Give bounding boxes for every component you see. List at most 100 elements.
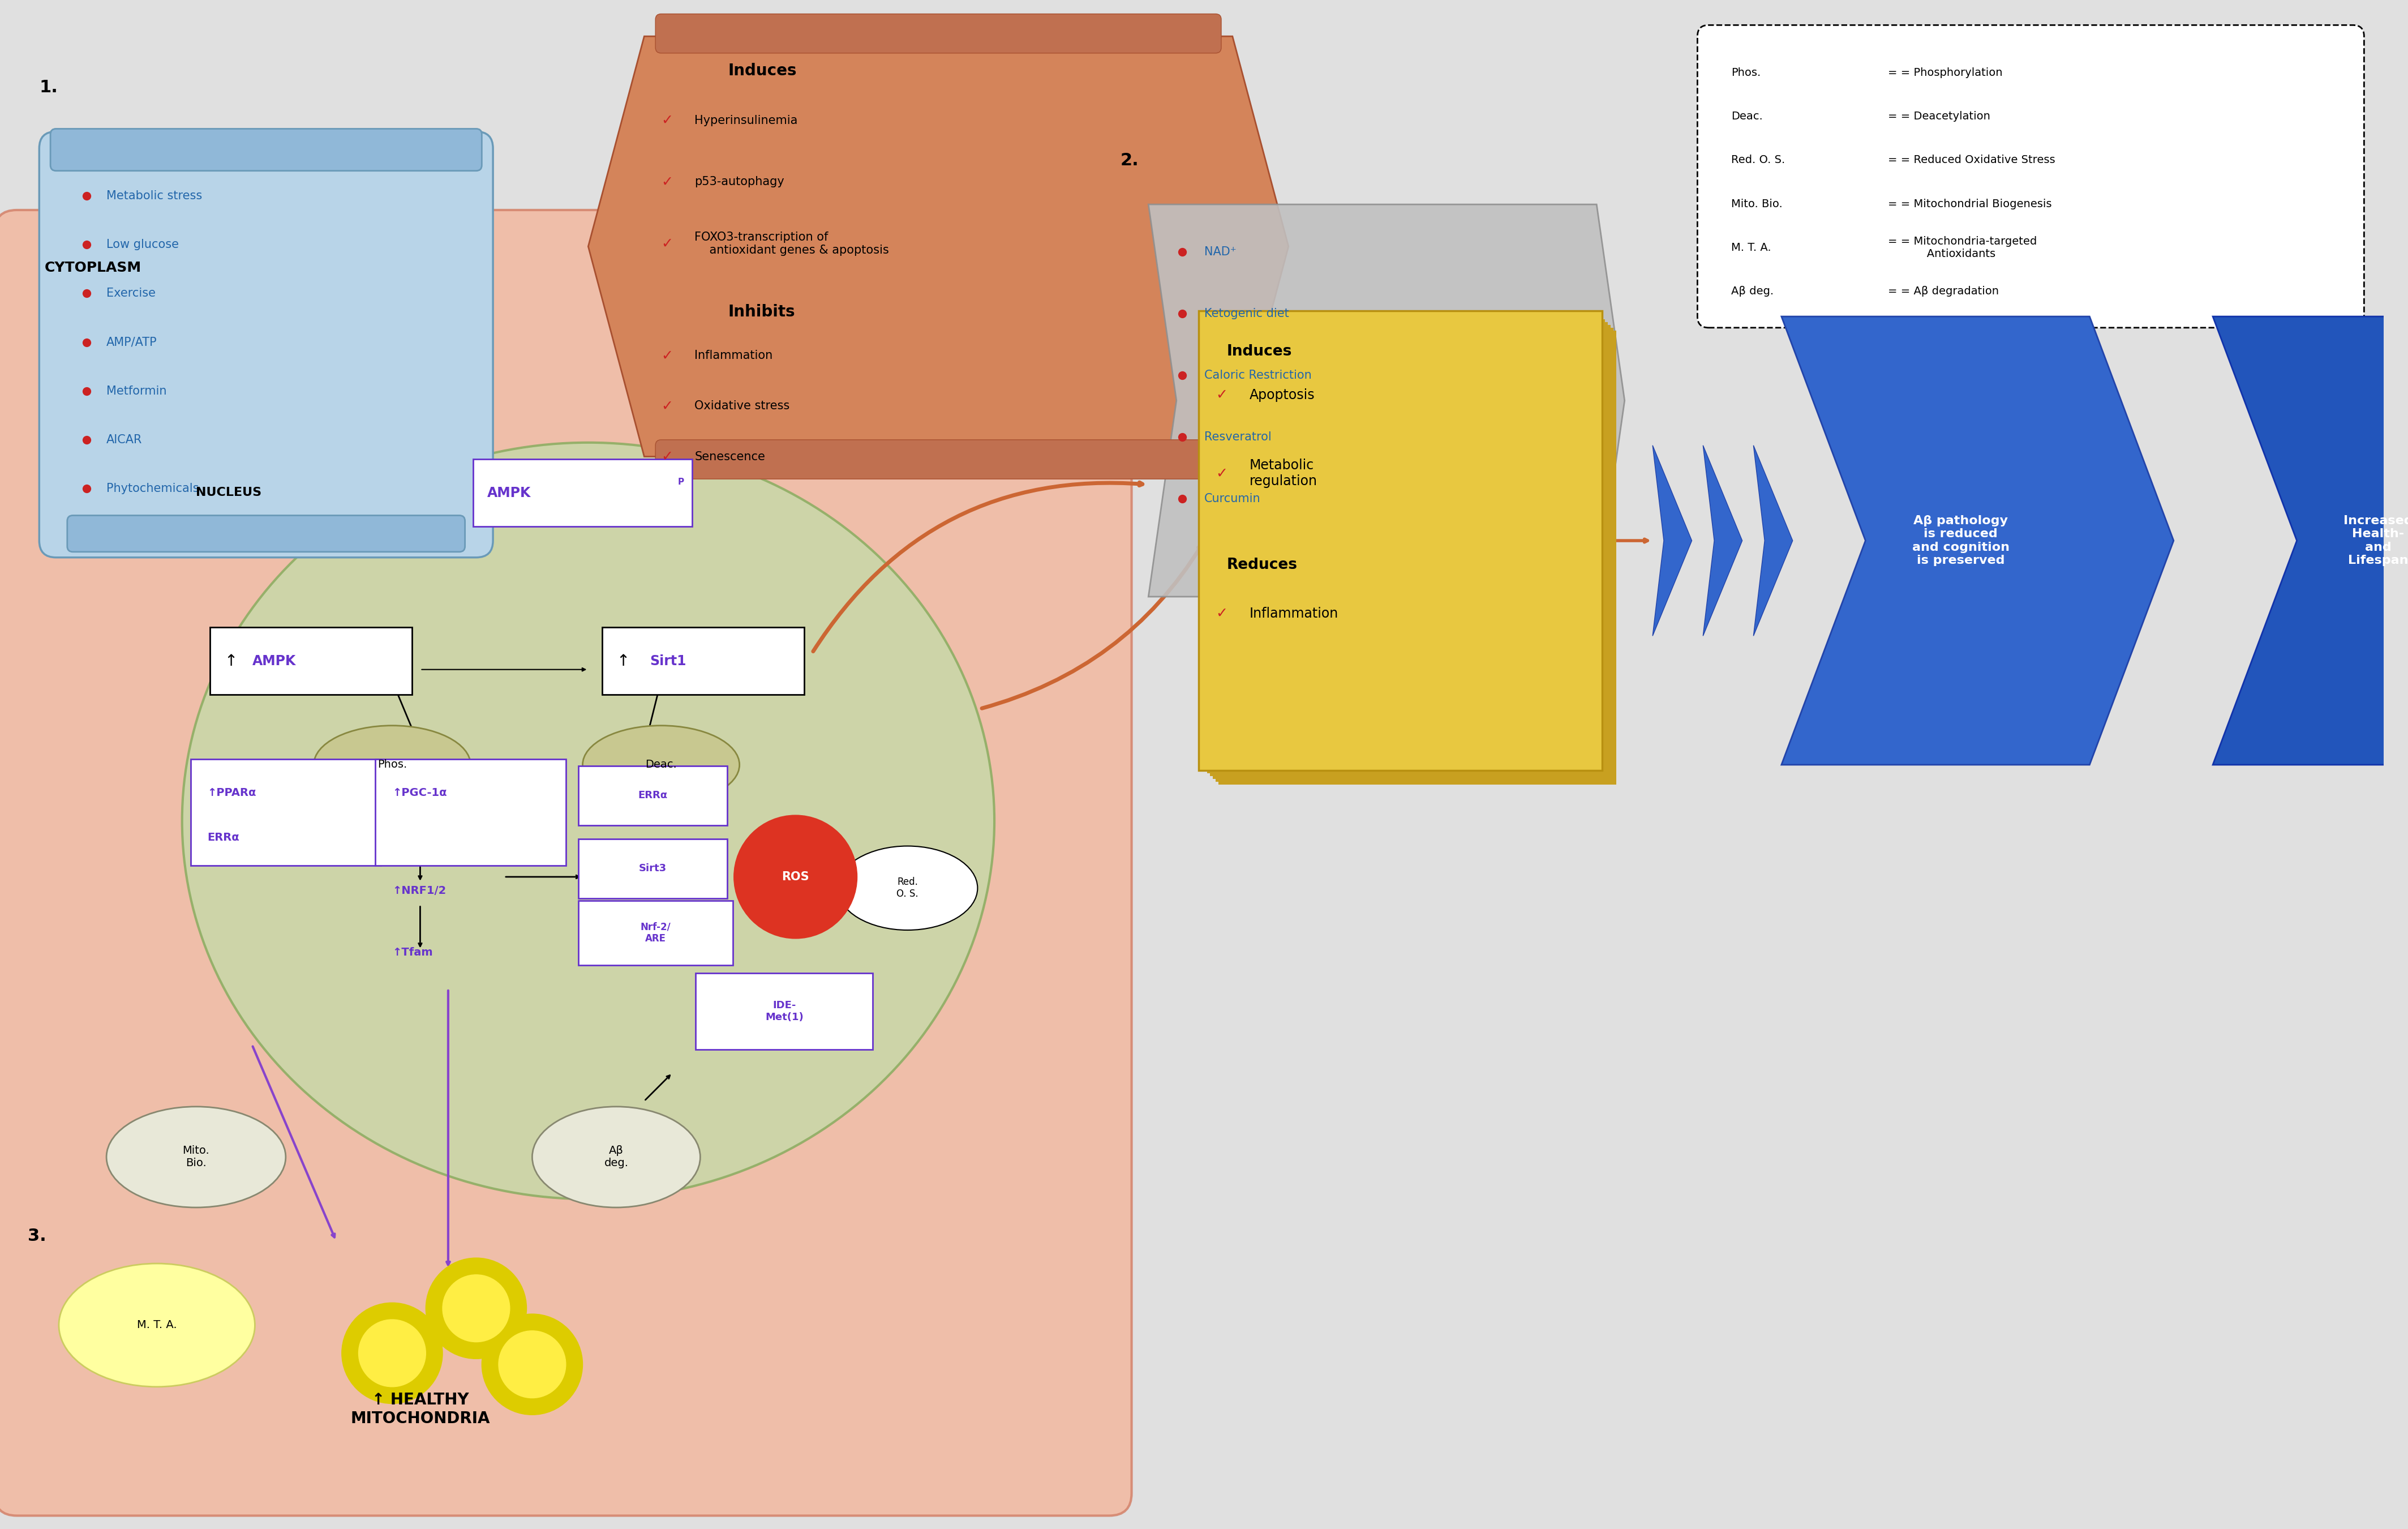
- Text: Phos.: Phos.: [378, 760, 407, 771]
- Text: 2.: 2.: [1120, 153, 1139, 168]
- Text: ✓: ✓: [662, 450, 672, 463]
- Text: Low glucose: Low glucose: [106, 239, 178, 251]
- Text: Oxidative stress: Oxidative stress: [694, 401, 790, 411]
- FancyBboxPatch shape: [190, 760, 380, 865]
- Text: Mito. Bio.: Mito. Bio.: [1731, 199, 1782, 209]
- Ellipse shape: [583, 726, 739, 804]
- Circle shape: [498, 1330, 566, 1398]
- Text: Phos.: Phos.: [1731, 67, 1760, 78]
- Circle shape: [734, 815, 857, 939]
- Text: ↑PGC-1α: ↑PGC-1α: [393, 787, 448, 798]
- Text: Ketogenic diet: Ketogenic diet: [1204, 307, 1288, 320]
- Text: Sirt1: Sirt1: [650, 654, 686, 668]
- Text: Deac.: Deac.: [645, 760, 677, 771]
- FancyBboxPatch shape: [474, 459, 691, 526]
- Text: ✓: ✓: [1216, 607, 1228, 621]
- Text: ✓: ✓: [662, 113, 672, 127]
- Text: ↑ HEALTHY
MITOCHONDRIA: ↑ HEALTHY MITOCHONDRIA: [352, 1391, 489, 1427]
- Polygon shape: [1652, 445, 1693, 636]
- Text: NUCLEUS: NUCLEUS: [195, 486, 262, 498]
- Text: Increased
Health-
and
Lifespan: Increased Health- and Lifespan: [2343, 515, 2408, 566]
- FancyBboxPatch shape: [1214, 324, 1611, 778]
- Text: Exercise: Exercise: [106, 287, 157, 300]
- Polygon shape: [1149, 205, 1625, 596]
- Text: Phytochemicals: Phytochemicals: [106, 483, 200, 494]
- Polygon shape: [1753, 445, 1792, 636]
- Ellipse shape: [532, 1107, 701, 1208]
- Ellipse shape: [838, 846, 978, 930]
- Polygon shape: [1782, 317, 2174, 764]
- Circle shape: [342, 1303, 443, 1404]
- Text: ROS: ROS: [783, 872, 809, 882]
- Text: P: P: [677, 477, 684, 486]
- Circle shape: [443, 1275, 510, 1342]
- FancyBboxPatch shape: [1218, 330, 1616, 784]
- Text: = = Phosphorylation: = = Phosphorylation: [1888, 67, 2003, 78]
- Text: Reduces: Reduces: [1226, 558, 1298, 572]
- Text: 1.: 1.: [39, 80, 58, 96]
- Text: ↑NRF1/2: ↑NRF1/2: [393, 885, 445, 896]
- Circle shape: [359, 1320, 426, 1387]
- Text: p53-autophagy: p53-autophagy: [694, 176, 785, 188]
- Text: AICAR: AICAR: [106, 434, 142, 445]
- Ellipse shape: [58, 1263, 255, 1387]
- Text: ✓: ✓: [1216, 466, 1228, 480]
- Text: Aβ
deg.: Aβ deg.: [604, 1145, 628, 1168]
- Text: = = Mitochondrial Biogenesis: = = Mitochondrial Biogenesis: [1888, 199, 2052, 209]
- FancyBboxPatch shape: [67, 515, 465, 552]
- Text: Inflammation: Inflammation: [1250, 607, 1339, 621]
- Text: ERRα: ERRα: [638, 790, 667, 801]
- Circle shape: [426, 1258, 527, 1359]
- FancyBboxPatch shape: [1211, 323, 1609, 777]
- Polygon shape: [1702, 445, 1743, 636]
- FancyBboxPatch shape: [696, 974, 872, 1049]
- Text: Apoptosis: Apoptosis: [1250, 388, 1315, 402]
- FancyBboxPatch shape: [578, 766, 727, 826]
- Text: 3.: 3.: [29, 1228, 46, 1245]
- Text: ✓: ✓: [662, 349, 672, 362]
- Text: = = Deacetylation: = = Deacetylation: [1888, 112, 1991, 122]
- Text: Aβ pathology
is reduced
and cognition
is preserved: Aβ pathology is reduced and cognition is…: [1912, 515, 2008, 566]
- Text: ↑PPARα: ↑PPARα: [207, 787, 255, 798]
- Text: Induces: Induces: [727, 63, 797, 80]
- Circle shape: [482, 1313, 583, 1414]
- Text: Sirt3: Sirt3: [638, 864, 667, 873]
- FancyBboxPatch shape: [655, 440, 1221, 479]
- Text: AMP/ATP: AMP/ATP: [106, 336, 157, 349]
- Text: FOXO3-transcription of
    antioxidant genes & apoptosis: FOXO3-transcription of antioxidant genes…: [694, 231, 889, 255]
- Text: Senescence: Senescence: [694, 451, 766, 462]
- Text: ✓: ✓: [662, 237, 672, 251]
- Text: Resveratrol: Resveratrol: [1204, 431, 1271, 442]
- Text: Metabolic stress: Metabolic stress: [106, 190, 202, 202]
- FancyBboxPatch shape: [51, 128, 482, 171]
- Text: CYTOPLASM: CYTOPLASM: [46, 261, 142, 275]
- Text: ✓: ✓: [662, 399, 672, 413]
- Text: ✓: ✓: [1216, 388, 1228, 402]
- Text: AMPK: AMPK: [253, 654, 296, 668]
- Ellipse shape: [106, 1107, 287, 1208]
- Text: M. T. A.: M. T. A.: [137, 1320, 176, 1330]
- Text: Metformin: Metformin: [106, 385, 166, 396]
- FancyBboxPatch shape: [1199, 310, 1601, 771]
- Ellipse shape: [183, 442, 995, 1199]
- FancyBboxPatch shape: [602, 627, 804, 694]
- Text: ↑: ↑: [616, 653, 628, 670]
- Text: ↑: ↑: [224, 653, 238, 670]
- Text: Curcumin: Curcumin: [1204, 492, 1262, 505]
- Text: M. T. A.: M. T. A.: [1731, 242, 1770, 252]
- Text: ↑Tfam: ↑Tfam: [393, 946, 433, 957]
- FancyBboxPatch shape: [0, 209, 1132, 1515]
- Text: Mito.
Bio.: Mito. Bio.: [183, 1145, 209, 1168]
- Text: Induces: Induces: [1226, 344, 1293, 359]
- FancyBboxPatch shape: [209, 627, 412, 694]
- FancyBboxPatch shape: [376, 760, 566, 865]
- Text: Caloric Restriction: Caloric Restriction: [1204, 370, 1312, 381]
- Ellipse shape: [313, 726, 470, 804]
- Text: Inhibits: Inhibits: [727, 304, 795, 320]
- FancyBboxPatch shape: [39, 131, 494, 558]
- Text: Deac.: Deac.: [1731, 112, 1763, 122]
- FancyBboxPatch shape: [1216, 327, 1613, 781]
- FancyBboxPatch shape: [1204, 317, 1601, 771]
- Polygon shape: [2213, 317, 2408, 764]
- Text: ERRα: ERRα: [207, 832, 238, 842]
